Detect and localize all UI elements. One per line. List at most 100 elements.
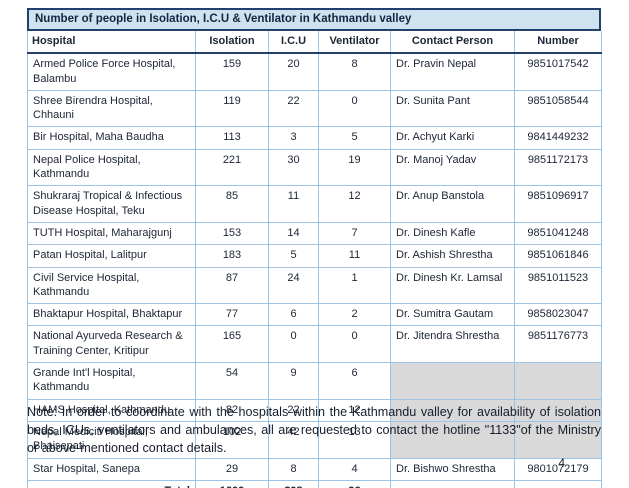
number-cell: 9851172173 [514, 148, 602, 187]
contact-cell: Dr. Dinesh Kafle [390, 221, 515, 246]
table-row: Bir Hospital, Maha Baudha 113 3 5 Dr. Achyut… [27, 126, 602, 150]
number-cell [514, 362, 602, 400]
table-row: Civil Service Hospital, Kathmandu 87 24 1 Dr… [27, 266, 602, 305]
contact-cell: Dr. Ashish Shrestha [390, 244, 515, 268]
number-cell: 9841449232 [514, 126, 602, 150]
hospital-cell: Star Hospital, Sanepa [27, 457, 196, 481]
icu-cell: 3 [268, 126, 319, 150]
column-header-contact: Contact Person [390, 31, 515, 55]
hospital-cell: National Ayurveda Research & Training Ce… [27, 325, 196, 364]
isolation-cell: 221 [195, 148, 269, 187]
isolation-cell: 113 [195, 126, 269, 150]
contact-cell: Dr. Anup Banstola [390, 185, 515, 223]
contact-cell: Dr. Sunita Pant [390, 89, 515, 128]
isolation-cell: 77 [195, 303, 269, 327]
contact-cell: Dr. Pravin Nepal [390, 52, 515, 91]
isolation-cell: 87 [195, 266, 269, 305]
ventilator-cell: 12 [318, 185, 391, 223]
isolation-cell: 29 [195, 457, 269, 481]
number-cell: 9851011523 [514, 266, 602, 305]
ventilator-cell: 2 [318, 303, 391, 327]
hospital-cell: Shree Birendra Hospital, Chhauni [27, 89, 196, 128]
number-cell [514, 420, 602, 459]
contact-cell [390, 362, 515, 400]
contact-cell: Dr. Sumitra Gautam [390, 303, 515, 327]
number-cell: 9851058544 [514, 89, 602, 128]
number-cell: 9858023047 [514, 303, 602, 327]
table-row: Bhaktapur Hospital, Bhaktapur 77 6 2 Dr. Sum… [27, 303, 602, 327]
column-header-ventilator: Ventilator [318, 31, 391, 55]
icu-cell: 0 [268, 325, 319, 364]
number-cell: 9851096917 [514, 185, 602, 223]
total-isolation: 1600 [195, 479, 269, 488]
ventilator-cell: 13 [318, 420, 391, 459]
number-cell: 9851176773 [514, 325, 602, 364]
hospital-cell: Shukraraj Tropical & Infectious Disease … [27, 185, 196, 223]
number-cell [514, 398, 602, 422]
table-row: HAMS Hospital, Kathmandu 82 22 12 [27, 398, 602, 422]
ventilator-cell: 6 [318, 362, 391, 400]
number-cell: 9851017542 [514, 52, 602, 91]
isolation-cell: 85 [195, 185, 269, 223]
page-number: 4 [558, 456, 565, 470]
ventilator-cell: 1 [318, 266, 391, 305]
ventilator-cell: 4 [318, 457, 391, 481]
icu-cell: 30 [268, 148, 319, 187]
total-label: Total [27, 479, 196, 488]
table-row: Patan Hospital, Lalitpur 183 5 11 Dr. Ashish… [27, 244, 602, 268]
table-row: Shukraraj Tropical & Infectious Disease … [27, 185, 602, 223]
hospital-cell: Civil Service Hospital, Kathmandu [27, 266, 196, 305]
icu-cell: 9 [268, 362, 319, 400]
isolation-cell: 153 [195, 221, 269, 246]
table-header: Hospital Isolation I.C.U Ventilator Cont… [27, 31, 602, 55]
hospital-cell: Bir Hospital, Maha Baudha [27, 126, 196, 150]
table-row: Nepal Mediciti Hospital, Bhaisepati 102 42… [27, 420, 602, 459]
contact-cell [390, 398, 515, 422]
contact-cell: Dr. Bishwo Shrestha [390, 457, 515, 481]
column-header-icu: I.C.U [268, 31, 319, 55]
icu-cell: 24 [268, 266, 319, 305]
column-header-isolation: Isolation [195, 31, 269, 55]
table-row: TUTH Hospital, Maharajgunj 153 14 7 Dr. Dine… [27, 221, 602, 246]
ventilator-cell: 0 [318, 89, 391, 128]
table-body: Armed Police Force Hospital, Balambu 159 2… [27, 52, 602, 481]
ventilator-cell: 19 [318, 148, 391, 187]
hospital-cell: HAMS Hospital, Kathmandu [27, 398, 196, 422]
icu-cell: 5 [268, 244, 319, 268]
hospital-cell: TUTH Hospital, Maharajgunj [27, 221, 196, 246]
contact-cell: Dr. Jitendra Shrestha [390, 325, 515, 364]
ventilator-cell: 5 [318, 126, 391, 150]
contact-cell: Dr. Manoj Yadav [390, 148, 515, 187]
icu-cell: 6 [268, 303, 319, 327]
ventilator-cell: 11 [318, 244, 391, 268]
hospital-cell: Bhaktapur Hospital, Bhaktapur [27, 303, 196, 327]
isolation-cell: 54 [195, 362, 269, 400]
report-page: Number of people in Isolation, I.C.U & V… [27, 8, 602, 488]
ventilator-cell: 12 [318, 398, 391, 422]
hospital-cell: Grande Int'l Hospital, Kathmandu [27, 362, 196, 400]
isolation-cell: 165 [195, 325, 269, 364]
number-cell: 9851041248 [514, 221, 602, 246]
isolation-cell: 119 [195, 89, 269, 128]
contact-cell: Dr. Achyut Karki [390, 126, 515, 150]
contact-cell [390, 420, 515, 459]
table-row: Grande Int'l Hospital, Kathmandu 54 9 6 [27, 362, 602, 400]
table-title: Number of people in Isolation, I.C.U & V… [27, 8, 601, 31]
hospital-cell: Nepal Police Hospital, Kathmandu [27, 148, 196, 187]
column-header-number: Number [514, 31, 602, 55]
total-number-empty [514, 479, 602, 488]
icu-cell: 22 [268, 89, 319, 128]
table-footer: Total 1600 208 96 Source: HMIS,8 May 202… [27, 479, 602, 488]
hospital-table: Hospital Isolation I.C.U Ventilator Cont… [27, 31, 602, 488]
icu-cell: 14 [268, 221, 319, 246]
ventilator-cell: 0 [318, 325, 391, 364]
total-ventilator: 96 [318, 479, 391, 488]
isolation-cell: 159 [195, 52, 269, 91]
ventilator-cell: 8 [318, 52, 391, 91]
column-header-hospital: Hospital [27, 31, 196, 55]
table-row: Shree Birendra Hospital, Chhauni 119 22 0 Dr… [27, 89, 602, 128]
hospital-cell: Armed Police Force Hospital, Balambu [27, 52, 196, 91]
icu-cell: 11 [268, 185, 319, 223]
table-row: Armed Police Force Hospital, Balambu 159 2… [27, 52, 602, 91]
table-row: Nepal Police Hospital, Kathmandu 221 30 19 D… [27, 148, 602, 187]
